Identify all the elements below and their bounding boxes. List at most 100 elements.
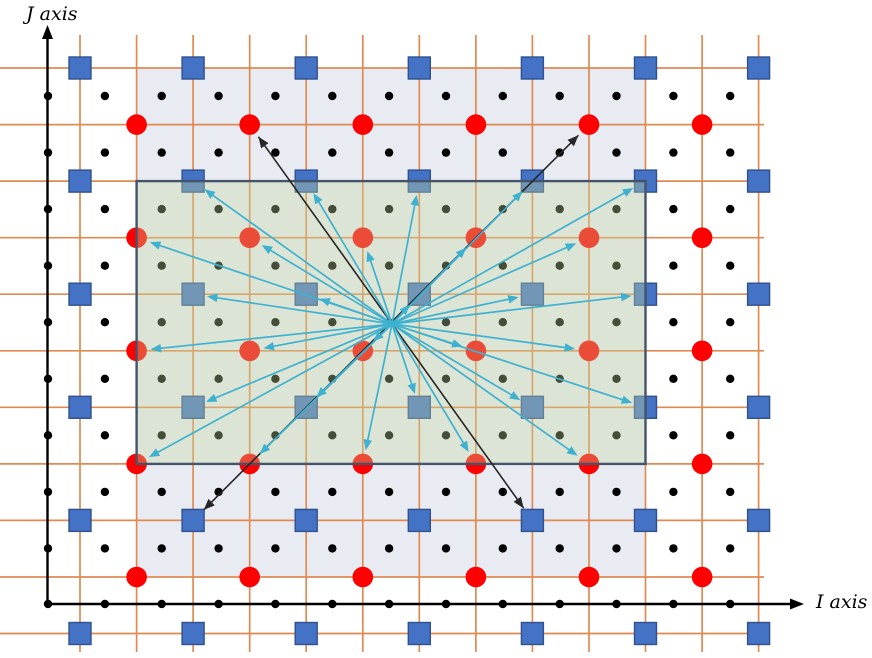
black-dot <box>328 318 337 327</box>
black-dot <box>43 544 53 553</box>
black-dot <box>271 204 280 214</box>
black-dot <box>43 487 53 497</box>
red-circle-marker <box>239 566 260 588</box>
black-dot <box>43 599 53 609</box>
cyan-arrow <box>391 244 572 325</box>
black-dot <box>214 431 223 440</box>
blue-square-marker <box>68 621 92 646</box>
blue-square-marker <box>746 508 771 533</box>
black-dot <box>669 91 678 101</box>
black-dot <box>669 374 678 383</box>
blue-square-marker <box>746 169 771 193</box>
blue-square-marker <box>520 395 545 419</box>
black-dot <box>555 91 564 101</box>
blue-square-marker <box>407 508 431 533</box>
cyan-arrowhead <box>206 393 218 402</box>
cyan-arrowhead <box>263 342 275 351</box>
cyan-arrowhead <box>509 391 521 401</box>
blue-square-marker <box>68 395 92 419</box>
black-dot <box>214 148 223 157</box>
cyan-arrow <box>211 323 393 401</box>
black-dot <box>157 261 166 270</box>
cyan-arrow <box>315 197 393 325</box>
black-dot <box>498 204 507 214</box>
red-circle-marker <box>691 453 713 475</box>
black-dot <box>157 544 166 553</box>
red-circle-marker <box>352 227 374 248</box>
black-dot <box>669 487 678 497</box>
cyan-arrow <box>263 323 393 451</box>
cyan-arrow <box>391 323 516 398</box>
cyan-arrowhead <box>259 443 271 455</box>
black-dot <box>271 148 280 157</box>
cyan-arrow <box>266 247 393 325</box>
black-dot <box>384 374 394 383</box>
black-dot <box>555 431 564 440</box>
black-dot <box>214 318 223 327</box>
black-dot <box>498 148 507 157</box>
cyan-arrow <box>391 297 514 325</box>
cyan-arrowhead <box>459 440 469 452</box>
cyan-arrow <box>391 323 574 454</box>
cyan-arrowhead <box>410 194 419 206</box>
black-dot <box>271 374 280 383</box>
black-dot <box>726 544 735 553</box>
cyan-arrow <box>391 190 629 325</box>
red-circle-marker <box>239 227 260 248</box>
red-circle-marker <box>578 340 600 362</box>
red-circle-marker <box>465 566 487 588</box>
cyan-arrow <box>153 323 393 456</box>
blue-square-marker <box>746 56 771 80</box>
black-dot <box>100 599 110 609</box>
black-dot <box>214 91 223 101</box>
black-dot <box>498 544 507 553</box>
red-circle-marker <box>352 114 374 135</box>
black-dot <box>157 599 166 609</box>
black-dot <box>669 318 678 327</box>
black-dot <box>100 318 110 327</box>
black-dot <box>100 261 110 270</box>
red-circle-marker <box>465 114 487 135</box>
blue-square-marker <box>181 282 205 306</box>
cyan-arrowhead <box>512 191 523 202</box>
black-dot <box>328 544 337 553</box>
blue-square-marker <box>407 56 431 80</box>
blue-square-marker <box>294 508 318 533</box>
blue-square-marker <box>746 395 771 419</box>
black-dot <box>328 204 337 214</box>
black-dot <box>43 318 53 327</box>
blue-square-marker <box>520 508 545 533</box>
black-dot <box>100 431 110 440</box>
cyan-arrowhead <box>507 295 519 304</box>
blue-square-marker <box>181 621 205 646</box>
black-dot <box>441 487 451 497</box>
black-dot <box>498 431 507 440</box>
cyan-arrow <box>208 192 393 325</box>
black-dot <box>612 261 621 270</box>
black-dot <box>498 487 507 497</box>
black-dot <box>214 544 223 553</box>
black-dot <box>612 318 621 327</box>
red-circle-marker <box>239 340 260 362</box>
blue-square-marker <box>294 56 318 80</box>
i-axis-arrowhead <box>790 598 804 610</box>
black-arrowhead <box>203 498 215 510</box>
black-dot <box>555 204 564 214</box>
black-dot <box>612 204 621 214</box>
blue-square-marker <box>633 508 658 533</box>
blue-square-marker <box>181 508 205 533</box>
black-dot <box>555 318 564 327</box>
black-dot <box>157 318 166 327</box>
black-dot <box>271 544 280 553</box>
black-dot <box>669 204 678 214</box>
black-dot <box>726 599 735 609</box>
black-dot <box>726 91 735 101</box>
cyan-arrowhead <box>407 382 416 394</box>
black-dot <box>726 487 735 497</box>
cyan-arrow <box>391 323 467 448</box>
cyan-arrowhead <box>451 339 463 348</box>
cyan-arrow <box>391 200 417 325</box>
red-circle-marker <box>578 566 600 588</box>
red-circle-marker <box>691 227 713 248</box>
blue-square-marker <box>294 621 318 646</box>
